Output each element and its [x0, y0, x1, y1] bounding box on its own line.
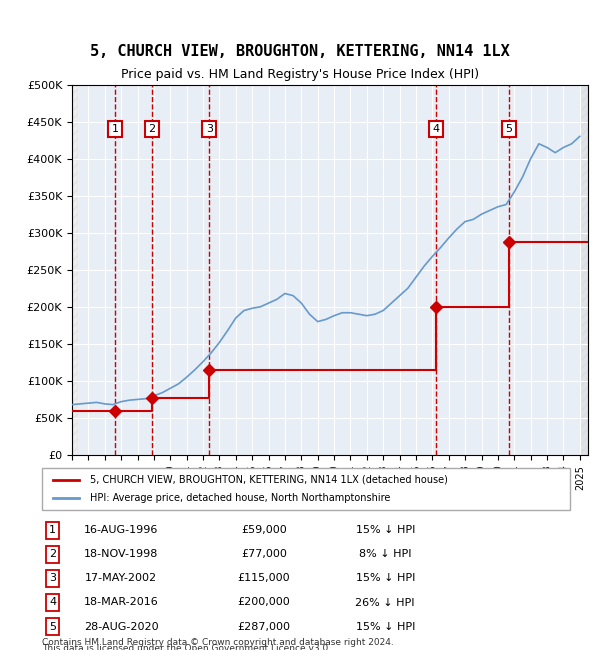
Text: This data is licensed under the Open Government Licence v3.0.: This data is licensed under the Open Gov… — [42, 644, 331, 650]
Text: HPI: Average price, detached house, North Northamptonshire: HPI: Average price, detached house, Nort… — [89, 493, 390, 503]
Text: 2: 2 — [49, 549, 56, 560]
Text: 3: 3 — [206, 124, 213, 134]
Text: 18-MAR-2016: 18-MAR-2016 — [84, 597, 158, 608]
Text: 15% ↓ HPI: 15% ↓ HPI — [356, 573, 415, 584]
Text: 15% ↓ HPI: 15% ↓ HPI — [356, 525, 415, 536]
Text: 18-NOV-1998: 18-NOV-1998 — [84, 549, 158, 560]
Text: 1: 1 — [49, 525, 56, 536]
FancyBboxPatch shape — [42, 468, 570, 510]
Text: 3: 3 — [49, 573, 56, 584]
Text: £115,000: £115,000 — [238, 573, 290, 584]
Bar — [72, 84, 77, 455]
Text: 4: 4 — [432, 124, 439, 134]
Text: 5, CHURCH VIEW, BROUGHTON, KETTERING, NN14 1LX (detached house): 5, CHURCH VIEW, BROUGHTON, KETTERING, NN… — [89, 475, 448, 485]
Text: Contains HM Land Registry data © Crown copyright and database right 2024.: Contains HM Land Registry data © Crown c… — [42, 638, 394, 647]
Text: 5: 5 — [505, 124, 512, 134]
Bar — [580, 84, 588, 455]
Text: Price paid vs. HM Land Registry's House Price Index (HPI): Price paid vs. HM Land Registry's House … — [121, 68, 479, 81]
Text: 4: 4 — [49, 597, 56, 608]
Text: 5: 5 — [49, 621, 56, 632]
Text: 5, CHURCH VIEW, BROUGHTON, KETTERING, NN14 1LX: 5, CHURCH VIEW, BROUGHTON, KETTERING, NN… — [90, 44, 510, 60]
Text: £200,000: £200,000 — [238, 597, 290, 608]
Text: 17-MAY-2002: 17-MAY-2002 — [85, 573, 157, 584]
Text: 16-AUG-1996: 16-AUG-1996 — [84, 525, 158, 536]
Text: £287,000: £287,000 — [237, 621, 290, 632]
Text: 8% ↓ HPI: 8% ↓ HPI — [359, 549, 412, 560]
Text: £77,000: £77,000 — [241, 549, 287, 560]
Text: 1: 1 — [112, 124, 118, 134]
Text: 2: 2 — [148, 124, 155, 134]
Text: 28-AUG-2020: 28-AUG-2020 — [84, 621, 158, 632]
Text: 26% ↓ HPI: 26% ↓ HPI — [355, 597, 415, 608]
Text: 15% ↓ HPI: 15% ↓ HPI — [356, 621, 415, 632]
Text: £59,000: £59,000 — [241, 525, 287, 536]
